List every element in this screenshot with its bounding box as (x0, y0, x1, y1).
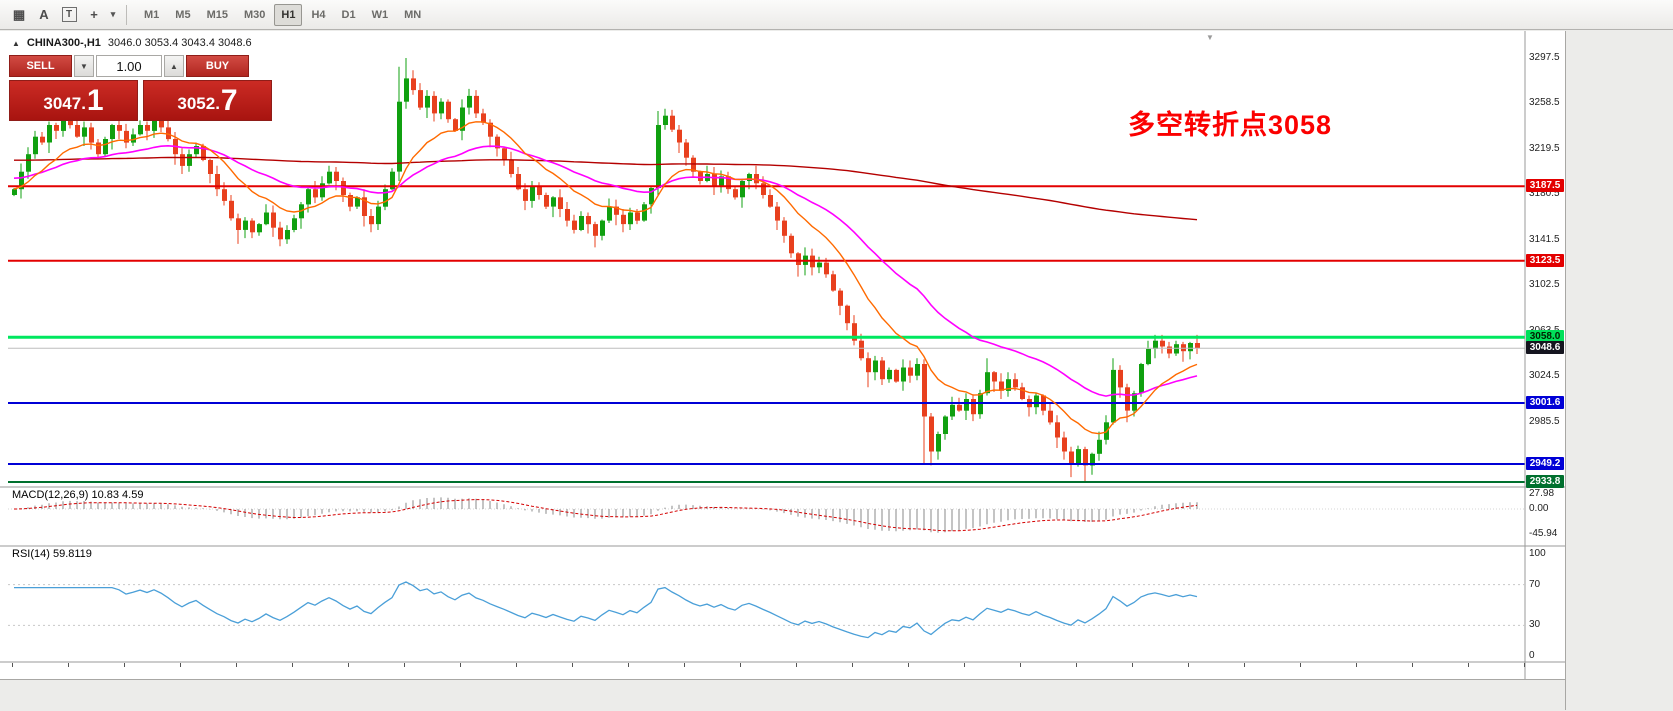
crosshair-tool-icon[interactable]: + (90, 7, 98, 22)
price-axis-label: 3102.5 (1529, 279, 1560, 291)
trade-quotes-row: 3047. 1 3052. 7 (9, 80, 272, 121)
price-badge: 3123.5 (1526, 253, 1564, 267)
bid-price-main: 3047. (43, 94, 86, 113)
time-axis-tick (1076, 663, 1077, 667)
text-annotation-icon[interactable]: A (39, 7, 49, 22)
symbol-title: CHINA300-,H1 (26, 37, 101, 49)
one-click-trading-panel: SELL ▼ ▲ BUY 3047. 1 3052. 7 (9, 55, 272, 121)
time-axis-tick (12, 663, 13, 667)
price-badge: 3187.5 (1526, 179, 1564, 193)
toolbar-icon-group: ▦ A T + ▾ (8, 4, 121, 26)
ask-price-pips: 7 (220, 84, 238, 117)
price-badge: 3001.6 (1526, 395, 1564, 409)
rsi-label: RSI(14) 59.8119 (12, 548, 92, 560)
window-right-gutter (1565, 31, 1673, 710)
tf-button-M30[interactable]: M30 (243, 8, 266, 21)
caret-up-icon: ▲ (170, 61, 178, 71)
tf-button-M1[interactable]: M1 (144, 8, 160, 21)
tf-button-H1[interactable]: H1 (274, 3, 303, 26)
collapse-arrow-icon[interactable]: ▲ (12, 38, 20, 48)
tf-button-M5[interactable]: M5 (175, 8, 191, 21)
price-badge: 2949.2 (1526, 457, 1564, 471)
tf-button-H4[interactable]: H4 (311, 8, 326, 21)
chart-shift-marker-icon[interactable]: ▼ (1206, 33, 1214, 42)
tf-button-MN[interactable]: MN (404, 8, 422, 21)
time-axis-tick (1412, 663, 1413, 667)
volume-decrease-button[interactable]: ▼ (74, 55, 94, 77)
chart-annotation: 多空转折点3058 (1128, 110, 1333, 140)
price-axis-label: 3024.5 (1529, 370, 1560, 382)
time-axis-tick (740, 663, 741, 667)
time-axis-tick (796, 663, 797, 667)
bid-price-pips: 1 (86, 84, 104, 117)
price-axis-label: 3141.5 (1529, 233, 1560, 245)
time-axis-tick (1132, 663, 1133, 667)
text-label-icon[interactable]: T (58, 4, 80, 26)
time-axis-tick (180, 663, 181, 667)
price-axis-label: 3180.5 (1529, 188, 1560, 200)
toolbar-separator (126, 4, 127, 25)
toolbar: ▦ A T + ▾ M1 M5 M15 M30 H1 H4 D1 W1 MN (0, 0, 1673, 30)
time-axis-tick (852, 663, 853, 667)
macd-label: MACD(12,26,9) 10.83 4.59 (12, 489, 144, 501)
tool-dropdown-caret-icon[interactable]: ▾ (110, 9, 116, 19)
time-axis-tick (516, 663, 517, 667)
window-bottom-strip (0, 679, 1565, 711)
macd-axis-label: 0.00 (1529, 503, 1549, 514)
time-axis-tick (628, 663, 629, 667)
macd-axis-label: -45.94 (1529, 528, 1558, 540)
ask-price-main: 3052. (177, 94, 220, 113)
price-axis-label: 3297.5 (1529, 52, 1560, 63)
sell-button[interactable]: SELL (9, 55, 72, 77)
macd-axis-label: 27.98 (1529, 487, 1555, 499)
rsi-axis-label: 0 (1529, 650, 1535, 661)
time-axis-tick (124, 663, 125, 667)
time-axis-tick (460, 663, 461, 667)
time-axis-tick (68, 663, 69, 667)
time-axis-tick (572, 663, 573, 667)
time-axis-tick (1300, 663, 1301, 667)
timeframe-group: M1 M5 M15 M30 H1 H4 D1 W1 MN (136, 3, 429, 26)
price-axis-label: 3258.5 (1529, 97, 1560, 109)
rsi-axis-label: 70 (1529, 578, 1541, 590)
time-axis-tick (908, 663, 909, 667)
time-axis-tick (1524, 663, 1525, 667)
time-axis-tick (1188, 663, 1189, 667)
price-badge: 3058.0 (1526, 330, 1564, 344)
caret-down-icon: ▼ (80, 61, 88, 71)
bid-price-box[interactable]: 3047. 1 (9, 80, 138, 121)
grid-icon[interactable]: ▦ (12, 6, 26, 22)
time-axis-tick (1356, 663, 1357, 667)
time-axis-tick (684, 663, 685, 667)
time-axis-tick (1468, 663, 1469, 667)
tf-button-M15[interactable]: M15 (206, 8, 228, 21)
trade-controls-row: SELL ▼ ▲ BUY (9, 55, 272, 77)
chart-header: ▲ CHINA300-,H1 3046.0 3053.4 3043.4 3048… (12, 37, 252, 49)
ohlc-readout: 3046.0 3053.4 3043.4 3048.6 (107, 37, 252, 49)
time-axis-tick (348, 663, 349, 667)
chart-background (0, 31, 1565, 679)
time-axis-tick (236, 663, 237, 667)
price-badge: 3048.6 (1526, 341, 1564, 355)
price-badge: 2933.8 (1526, 475, 1564, 488)
ask-price-box[interactable]: 3052. 7 (143, 80, 272, 121)
price-axis-label: 2985.5 (1529, 415, 1560, 427)
time-axis-tick (1244, 663, 1245, 667)
time-axis-tick (292, 663, 293, 667)
volume-input[interactable] (96, 55, 162, 77)
tf-button-D1[interactable]: D1 (341, 8, 356, 21)
rsi-axis-label: 30 (1529, 619, 1541, 631)
buy-button[interactable]: BUY (186, 55, 249, 77)
time-axis-tick (1020, 663, 1021, 667)
time-axis-tick (404, 663, 405, 667)
price-axis-label: 3219.5 (1529, 142, 1560, 154)
tf-button-W1[interactable]: W1 (371, 8, 389, 21)
volume-increase-button[interactable]: ▲ (164, 55, 184, 77)
rsi-axis-label: 100 (1529, 548, 1546, 559)
time-axis-tick (964, 663, 965, 667)
chart-plot[interactable] (0, 31, 1565, 679)
